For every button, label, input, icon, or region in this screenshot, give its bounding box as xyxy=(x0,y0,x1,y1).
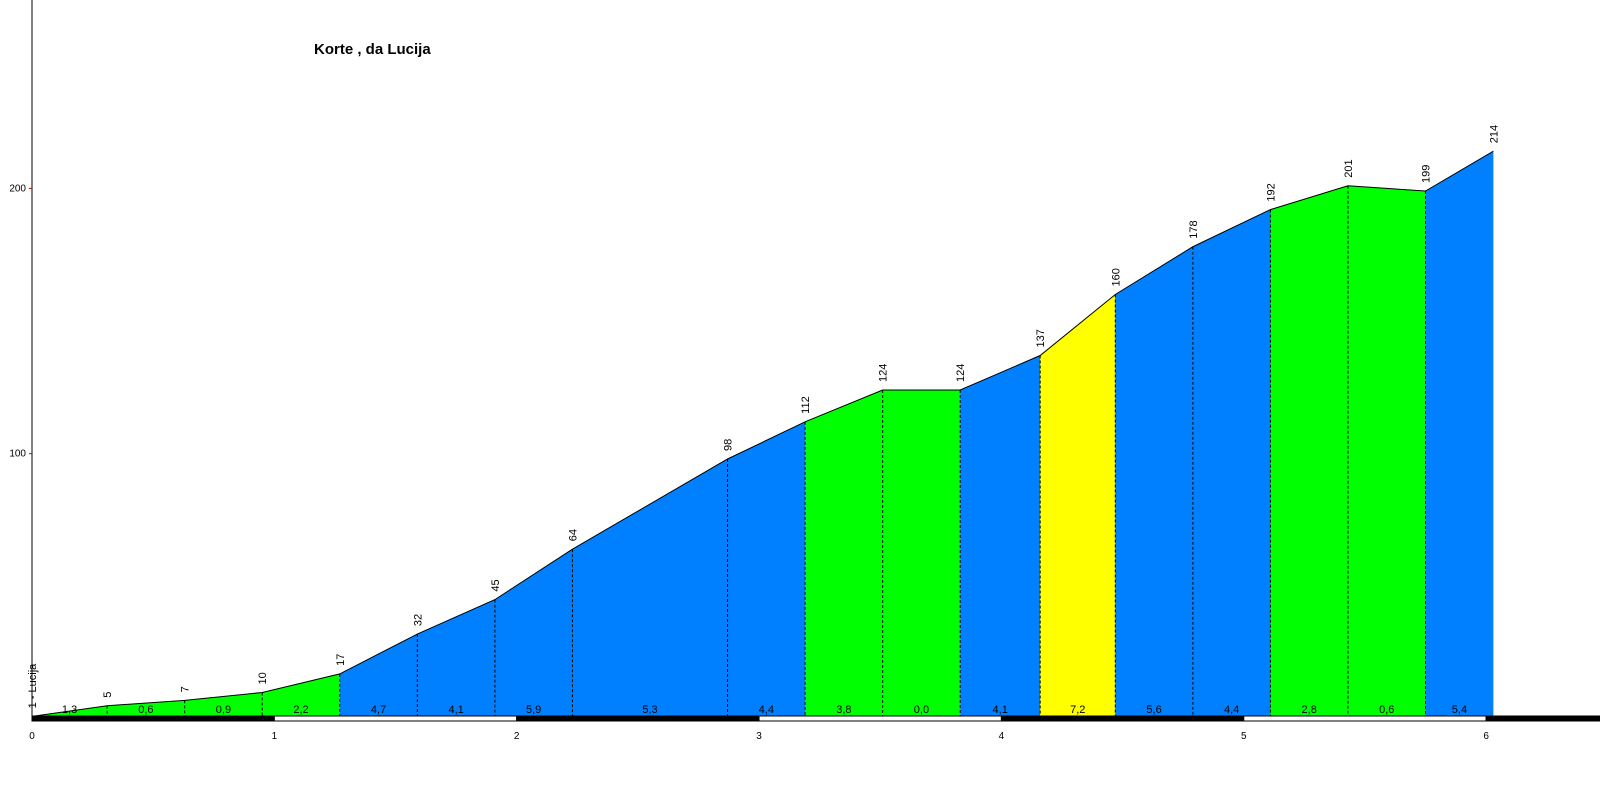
chart-title: Korte , da Lucija xyxy=(314,41,431,58)
elevation-label: 98 xyxy=(723,439,735,451)
km-stripe xyxy=(273,715,518,722)
y-tick-label: 100 xyxy=(9,449,26,460)
grade-label: 7,2 xyxy=(1070,704,1085,716)
elevation-label: 7 xyxy=(180,686,192,692)
segment xyxy=(417,599,495,719)
grade-label: 5,4 xyxy=(1452,704,1467,716)
grade-label: 4,7 xyxy=(371,704,386,716)
segment xyxy=(494,549,573,719)
elevation-label: 199 xyxy=(1421,165,1433,183)
grade-label: 5,9 xyxy=(526,704,541,716)
elevation-label: 45 xyxy=(490,579,502,591)
elevation-label: 124 xyxy=(955,364,967,382)
x-tick-label: 5 xyxy=(1241,731,1247,742)
grade-label: 1,3 xyxy=(62,704,77,716)
grade-label: 4,4 xyxy=(1224,704,1239,716)
grade-label: 0,0 xyxy=(914,704,929,716)
grade-label: 3,8 xyxy=(836,704,851,716)
km-stripe xyxy=(1485,715,1600,722)
elevation-label: 5 xyxy=(102,692,114,698)
elevation-label: 192 xyxy=(1265,183,1277,201)
km-stripe xyxy=(758,715,1002,722)
x-tick-label: 1 xyxy=(272,731,278,742)
elevation-label: 1 - Lucija xyxy=(27,663,39,709)
grade-label: 5,3 xyxy=(642,704,657,716)
grade-label: 2,8 xyxy=(1302,704,1317,716)
elevation-label: 214 xyxy=(1488,125,1500,143)
grade-label: 4,4 xyxy=(759,704,774,716)
elevation-label: 112 xyxy=(800,396,812,414)
segment xyxy=(1425,151,1494,720)
elevation-label: 137 xyxy=(1035,329,1047,347)
segment xyxy=(262,673,340,719)
grade-label: 2,2 xyxy=(293,704,308,716)
elevation-label: 124 xyxy=(878,364,890,382)
km-stripe xyxy=(1000,715,1245,722)
grade-label: 5,6 xyxy=(1146,704,1161,716)
x-tick-label: 6 xyxy=(1483,731,1489,742)
segment xyxy=(1270,185,1348,720)
x-tick-label: 2 xyxy=(514,731,520,742)
profile-line xyxy=(31,150,1494,717)
grade-label: 0,6 xyxy=(1379,704,1394,716)
segment xyxy=(960,355,1041,719)
elevation-label: 178 xyxy=(1188,220,1200,238)
elevation-label: 10 xyxy=(257,672,269,684)
segment xyxy=(1115,246,1193,719)
elevation-label: 64 xyxy=(567,529,579,541)
segment xyxy=(572,458,728,719)
x-tick-label: 3 xyxy=(756,731,762,742)
elevation-label: 32 xyxy=(412,614,424,626)
km-stripe xyxy=(31,715,275,722)
segment xyxy=(1347,185,1426,720)
elevation-label: 201 xyxy=(1343,159,1355,177)
grade-label: 0,9 xyxy=(216,704,231,716)
km-stripe xyxy=(516,715,760,722)
segment xyxy=(1040,294,1116,719)
segment xyxy=(184,692,263,719)
segment xyxy=(107,700,185,719)
km-stripe xyxy=(1243,715,1487,722)
x-tick-label: 0 xyxy=(29,731,35,742)
grade-label: 4,1 xyxy=(448,704,463,716)
segment xyxy=(339,634,418,719)
segment xyxy=(805,390,883,719)
segment xyxy=(1192,209,1271,720)
elevation-label: 160 xyxy=(1110,268,1122,286)
grade-label: 4,1 xyxy=(993,704,1008,716)
segment xyxy=(727,421,806,719)
elevation-label: 17 xyxy=(335,654,347,666)
x-tick-label: 4 xyxy=(999,731,1005,742)
segment xyxy=(882,390,961,719)
grade-label: 0,6 xyxy=(138,704,153,716)
y-tick-label: 200 xyxy=(9,183,26,194)
